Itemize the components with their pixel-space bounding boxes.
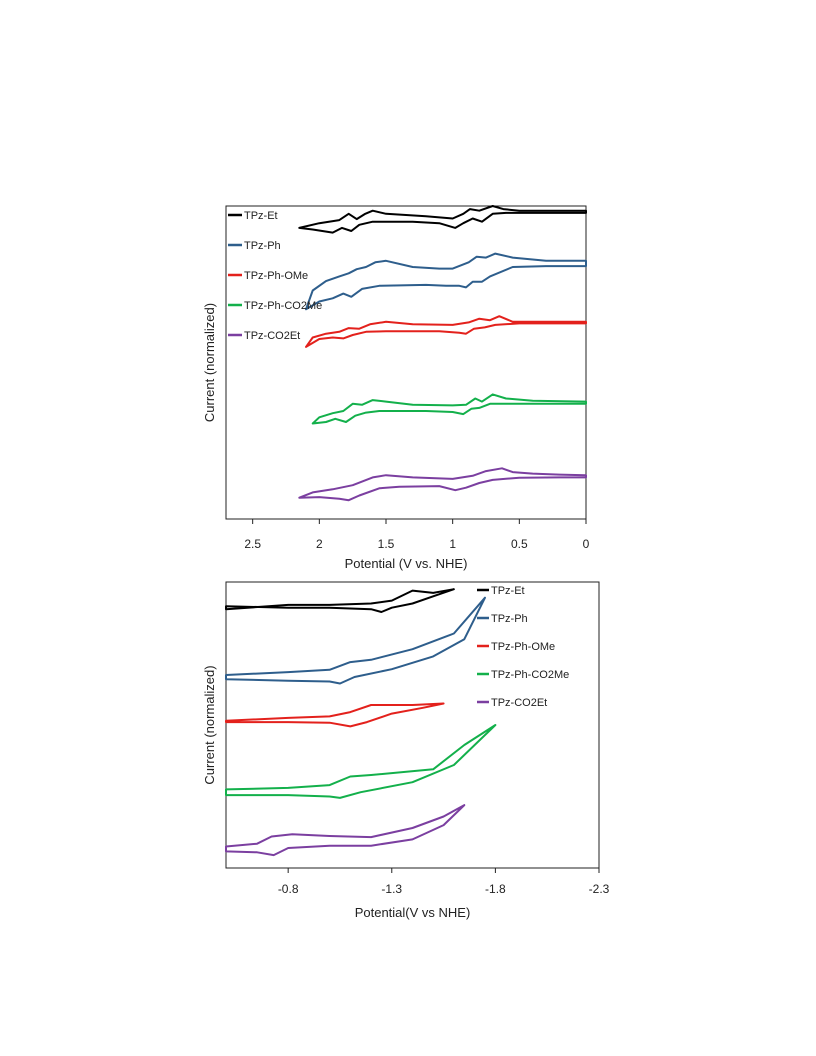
legend-label-tpz-co2et: TPz-CO2Et xyxy=(491,697,547,709)
legend-label-tpz-ph-ome: TPz-Ph-OMe xyxy=(491,641,555,653)
x-axis-title: Potential (V vs. NHE) xyxy=(345,556,468,571)
y-axis-title: Current (normalized) xyxy=(202,303,217,422)
legend-label-tpz-ph-co2me: TPz-Ph-CO2Me xyxy=(244,300,322,312)
plot-frame xyxy=(225,205,587,520)
chart-panel-1: 2.5 2 1.5 1 0.5 0 Potential (V vs. NHE) Current… xyxy=(202,205,590,571)
legend-label-tpz-ph: TPz-Ph xyxy=(244,240,281,252)
x-tick-label: 1.5 xyxy=(378,537,395,551)
series-line-tpz-et xyxy=(298,205,587,234)
x-tick-label: 0 xyxy=(583,537,590,551)
x-tick-label: -1.8 xyxy=(485,882,506,896)
series-line-tpz-ph-ome xyxy=(305,315,587,348)
plot-frame xyxy=(225,581,600,869)
x-tick-label: 0.5 xyxy=(511,537,528,551)
legend-label-tpz-co2et: TPz-CO2Et xyxy=(244,330,300,342)
x-tick-label: -1.3 xyxy=(381,882,402,896)
legend-label-tpz-et: TPz-Et xyxy=(491,585,525,597)
chart-panel-2: -0.8 -1.3 -1.8 -2.3 Potential(V vs NHE) Curre… xyxy=(202,581,610,920)
legend-label-tpz-ph-ome: TPz-Ph-OMe xyxy=(244,270,308,282)
legend-label-tpz-ph-co2me: TPz-Ph-CO2Me xyxy=(491,669,569,681)
x-tick-label: 1 xyxy=(449,537,456,551)
y-axis-title: Current (normalized) xyxy=(202,665,217,784)
series-line-tpz-ph xyxy=(305,252,587,311)
legend-label-tpz-ph: TPz-Ph xyxy=(491,613,528,625)
x-tick-label: -2.3 xyxy=(589,882,610,896)
x-tick-label: -0.8 xyxy=(278,882,299,896)
series-line-tpz-ph xyxy=(225,596,486,685)
legend-label-tpz-et: TPz-Et xyxy=(244,210,278,222)
series-line-tpz-ph-ome xyxy=(225,702,445,728)
x-tick-label: 2 xyxy=(316,537,323,551)
series-line-tpz-co2et xyxy=(298,467,587,502)
series-line-tpz-co2et xyxy=(225,804,466,857)
series-line-tpz-ph-co2me xyxy=(225,724,497,799)
x-axis-title: Potential(V vs NHE) xyxy=(355,905,471,920)
series-line-tpz-et xyxy=(225,588,455,613)
x-tick-label: 2.5 xyxy=(244,537,261,551)
series-line-tpz-ph-co2me xyxy=(311,393,587,425)
